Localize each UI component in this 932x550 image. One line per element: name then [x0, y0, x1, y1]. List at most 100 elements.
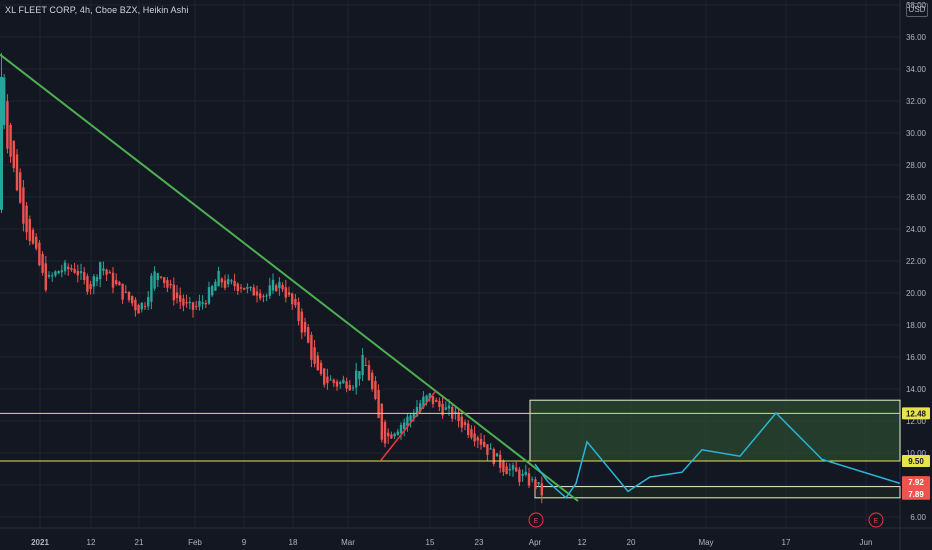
- candle-body: [86, 276, 89, 292]
- price-tick-label: 38.00: [906, 1, 927, 10]
- candle-body: [310, 334, 313, 360]
- time-tick-label: 9: [242, 538, 247, 547]
- candle-body: [396, 431, 399, 436]
- candle-body: [12, 140, 15, 169]
- level-price-tag: 9.50: [908, 457, 924, 466]
- price-tick-label: 26.00: [906, 193, 927, 202]
- candle-body: [134, 299, 137, 311]
- candle-body: [470, 429, 473, 438]
- green-trendline[interactable]: [0, 53, 579, 502]
- time-tick-label: Apr: [529, 538, 542, 547]
- candle-body: [342, 379, 345, 384]
- candle-body: [339, 382, 342, 384]
- candle-body: [243, 287, 246, 290]
- candle-body: [492, 448, 495, 464]
- candle-body: [79, 271, 83, 274]
- candle-body: [140, 302, 143, 310]
- time-tick-label: Feb: [188, 538, 202, 547]
- candle-body: [518, 469, 521, 482]
- candle-body: [159, 276, 163, 278]
- candle-body: [246, 286, 249, 289]
- candle-body: [227, 279, 230, 285]
- candle-body: [281, 284, 284, 290]
- candle-body: [441, 403, 444, 416]
- candle-body: [294, 298, 297, 306]
- candle-body: [99, 262, 102, 280]
- last-price-tag-alt: 7.89: [908, 490, 924, 499]
- candle-body: [31, 229, 35, 244]
- price-tick-label: 6.00: [910, 513, 926, 522]
- candle-body: [214, 281, 217, 291]
- projection-path[interactable]: [534, 411, 901, 499]
- candle-body: [108, 272, 111, 274]
- red-trendline[interactable]: [380, 390, 437, 461]
- candle-body: [297, 302, 300, 321]
- candle-body: [172, 284, 175, 301]
- candle-body: [415, 406, 419, 417]
- candle-body: [412, 414, 415, 419]
- price-axis[interactable]: 6.008.0010.0012.0014.0016.0018.0020.0022…: [906, 1, 927, 522]
- time-tick-label: 23: [475, 538, 484, 547]
- candle-body: [105, 269, 108, 275]
- candle-body: [233, 280, 236, 287]
- time-tick-label: 12: [87, 538, 96, 547]
- earnings-marker-icon[interactable]: [868, 512, 884, 528]
- candle-body: [153, 271, 156, 289]
- candle-body: [179, 295, 182, 302]
- candle-body: [303, 322, 307, 333]
- candle-body: [201, 302, 204, 304]
- candle-body: [156, 273, 159, 280]
- candle-body: [345, 381, 348, 389]
- candle-body: [326, 376, 329, 384]
- price-tick-label: 16.00: [906, 353, 927, 362]
- earnings-marker-icon[interactable]: [528, 512, 544, 528]
- trendlines[interactable]: [0, 53, 579, 502]
- candle-body: [358, 371, 361, 380]
- currency-label[interactable]: USD: [906, 3, 928, 17]
- candle-body: [121, 283, 124, 300]
- level-price-tag-bg: [902, 407, 930, 420]
- candle-body: [207, 287, 211, 304]
- projection-line[interactable]: [534, 411, 901, 499]
- time-tick-label: 17: [782, 538, 791, 547]
- candle-body: [390, 434, 393, 439]
- level-price-tag: 12.48: [906, 409, 927, 418]
- price-tick-label: 30.00: [906, 129, 927, 138]
- candle-body: [435, 400, 438, 402]
- stop-zone-box[interactable]: [534, 486, 901, 499]
- candle-body: [438, 400, 441, 407]
- time-axis[interactable]: 2021 12 21 Feb 9 18 Mar 15 23 Apr 12 20 May 17 Jun: [31, 538, 872, 547]
- candle-body: [185, 302, 188, 304]
- candle-body: [63, 262, 67, 272]
- horizontal-levels[interactable]: [0, 412, 900, 462]
- candle-body: [399, 424, 403, 434]
- candle-body: [47, 274, 51, 277]
- candle-body: [163, 277, 166, 284]
- candle-body: [291, 293, 294, 305]
- candle-body: [182, 298, 185, 306]
- candle-body: [3, 77, 6, 126]
- time-tick-label: 15: [426, 538, 435, 547]
- candle-body: [527, 473, 531, 486]
- time-tick-label: Jun: [860, 538, 873, 547]
- candle-body: [67, 266, 70, 270]
- candle-body: [111, 272, 115, 288]
- candle-body: [393, 433, 396, 437]
- time-tick-label: 18: [289, 538, 298, 547]
- candle-body: [307, 327, 310, 343]
- candle-body: [406, 416, 409, 426]
- candle-body: [364, 365, 367, 367]
- candle-body: [25, 205, 28, 233]
- candle-body: [387, 432, 390, 437]
- candle-body: [428, 393, 431, 399]
- candle-body: [131, 295, 134, 304]
- candle-body: [255, 291, 259, 296]
- target-zone-box[interactable]: [529, 399, 901, 462]
- candle-body: [230, 280, 233, 282]
- candle-body: [361, 354, 364, 376]
- candle-body: [422, 396, 425, 408]
- candle-body: [505, 466, 508, 475]
- candle-body: [70, 267, 73, 270]
